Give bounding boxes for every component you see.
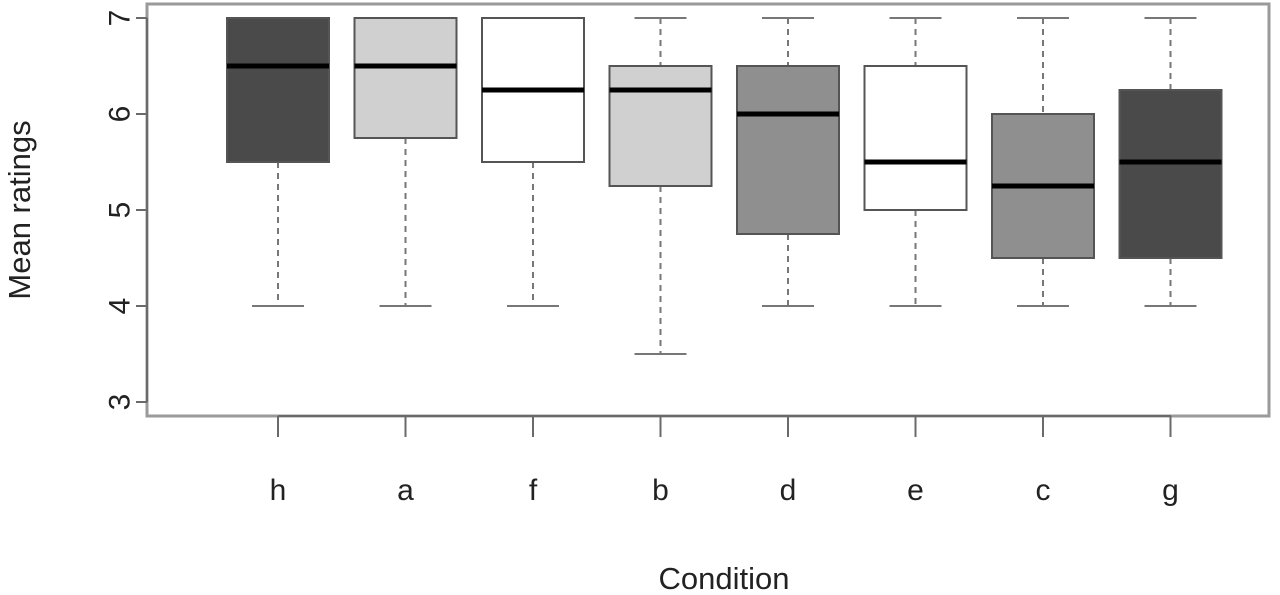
- x-tick-label: f: [529, 474, 538, 507]
- x-tick-label: b: [652, 474, 669, 507]
- x-tick-label: d: [780, 474, 797, 507]
- y-tick-label: 3: [104, 394, 137, 411]
- y-tick-label: 4: [104, 298, 137, 315]
- box-body: [736, 65, 840, 235]
- x-tick-label: e: [907, 474, 924, 507]
- y-axis-ticks: 3 4 5 6 7: [104, 10, 147, 411]
- x-tick-label: g: [1162, 474, 1179, 507]
- box-a: [353, 17, 458, 307]
- y-axis-title: Mean ratings: [2, 120, 37, 299]
- box-series: [226, 17, 1223, 355]
- x-tick-label: c: [1036, 474, 1051, 507]
- box-h: [226, 17, 330, 307]
- box-d: [736, 17, 840, 307]
- x-tick-label: a: [397, 474, 414, 507]
- box-f: [481, 17, 585, 307]
- box-g: [1118, 17, 1223, 307]
- box-body: [608, 65, 713, 187]
- box-body: [353, 17, 458, 139]
- y-tick-label: 6: [104, 106, 137, 123]
- box-body: [863, 65, 968, 211]
- x-axis-title: Condition: [659, 561, 790, 595]
- box-e: [863, 17, 968, 307]
- y-tick-label: 5: [104, 202, 137, 219]
- box-b: [608, 17, 713, 355]
- x-tick-label: h: [270, 474, 287, 507]
- box-body: [1118, 89, 1223, 259]
- y-tick-label: 7: [104, 10, 137, 27]
- box-c: [991, 17, 1095, 307]
- box-body: [226, 17, 330, 163]
